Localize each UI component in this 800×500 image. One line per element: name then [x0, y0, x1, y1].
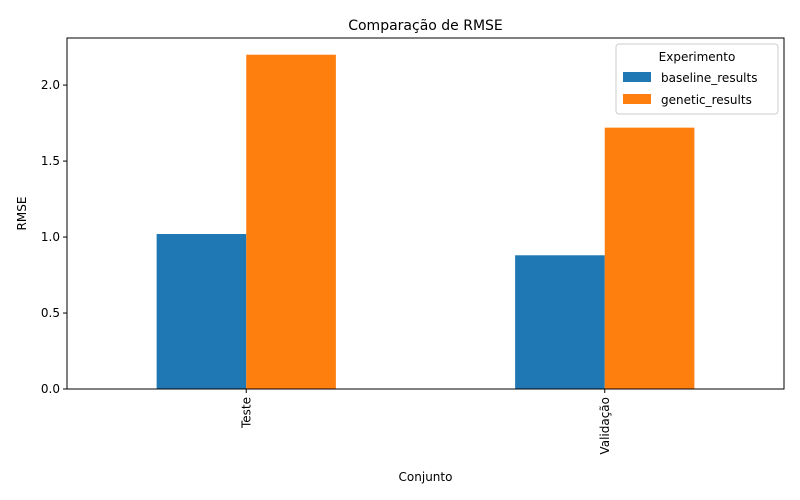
legend-title: Experimento [659, 50, 736, 64]
legend: Experimento baseline_results genetic_res… [615, 43, 779, 115]
legend-swatch-baseline [623, 72, 651, 82]
y-tick-label: 0.5 [41, 306, 60, 320]
legend-box [615, 43, 779, 115]
bars-group [156, 54, 695, 390]
y-axis: 0.0 0.5 1.0 1.5 2.0 [41, 78, 67, 396]
legend-swatch-genetic [623, 94, 651, 104]
y-axis-label: RMSE [15, 197, 29, 231]
y-tick-label: 0.0 [41, 382, 60, 396]
y-tick-label: 2.0 [41, 78, 60, 92]
legend-label-baseline: baseline_results [661, 71, 757, 85]
chart-title: Comparação de RMSE [348, 18, 503, 34]
x-axis: Teste Validação [239, 389, 612, 455]
x-axis-label: Conjunto [399, 470, 453, 484]
legend-label-genetic: genetic_results [661, 93, 752, 107]
bar-baseline_results-1 [515, 255, 605, 389]
x-tick-label: Validação [598, 397, 612, 455]
bar-genetic_results-0 [246, 54, 336, 390]
bar-genetic_results-1 [604, 127, 695, 390]
y-tick-label: 1.0 [41, 230, 60, 244]
bar-baseline_results-0 [156, 234, 247, 389]
plot-frame [66, 37, 785, 390]
y-tick-label: 1.5 [41, 154, 60, 168]
x-tick-label: Teste [239, 397, 253, 429]
